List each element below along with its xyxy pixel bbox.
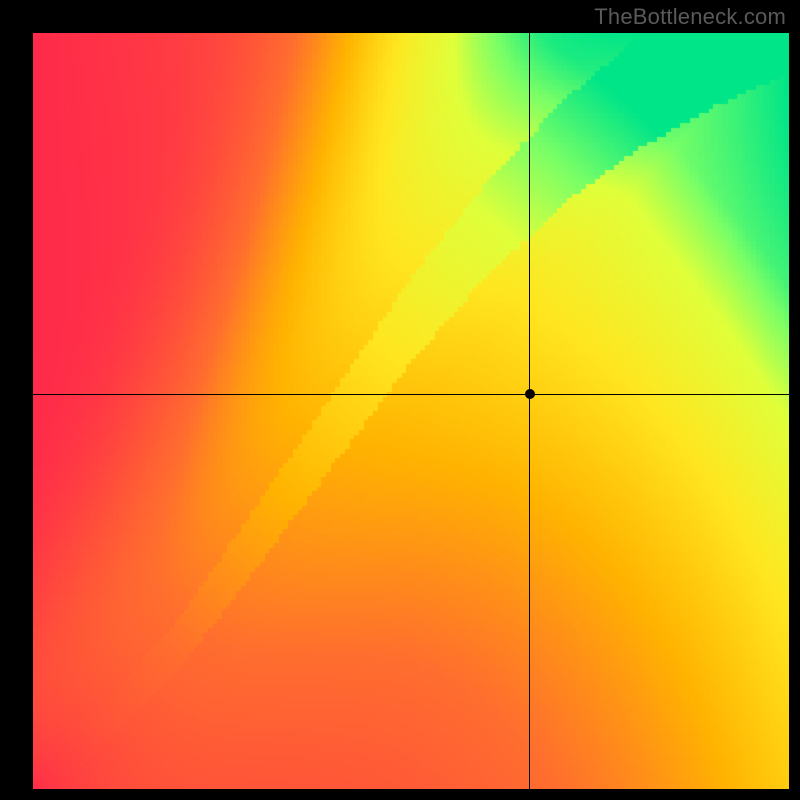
attribution-text: TheBottleneck.com [594, 4, 786, 30]
crosshair-horizontal-line [33, 394, 789, 395]
crosshair-vertical-line [529, 33, 530, 789]
heatmap-canvas [33, 33, 789, 789]
plot-border-right [789, 0, 800, 800]
plot-border-left [0, 0, 33, 800]
plot-border-bottom [0, 789, 800, 800]
heatmap-plot-area [33, 33, 789, 789]
